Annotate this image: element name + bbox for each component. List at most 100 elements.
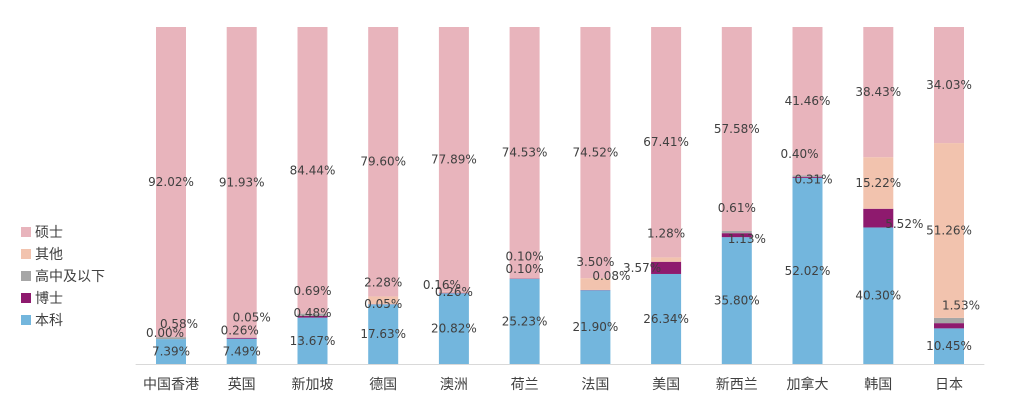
data-label: 7.49% xyxy=(223,344,261,358)
data-label: 57.58% xyxy=(714,122,760,136)
bar-segment xyxy=(226,27,257,338)
bar-segment xyxy=(156,339,186,364)
bar-segment xyxy=(580,27,611,279)
data-label: 0.40% xyxy=(780,147,818,161)
bar-segment xyxy=(651,27,682,258)
data-label: 0.31% xyxy=(794,172,832,186)
data-label: 0.05% xyxy=(233,311,271,325)
legend-label: 博士 xyxy=(35,290,63,307)
data-label: 74.53% xyxy=(502,146,548,160)
bar-segment xyxy=(863,227,894,364)
data-label: 67.41% xyxy=(643,135,689,149)
data-label: 10.45% xyxy=(926,339,972,353)
legend-label: 本科 xyxy=(35,313,63,329)
bar-segment xyxy=(792,177,823,364)
bar-segment xyxy=(156,337,186,340)
legend-label: 硕士 xyxy=(35,225,63,241)
data-label: 51.26% xyxy=(926,224,972,238)
bar-segment xyxy=(651,257,682,262)
data-label: 91.93% xyxy=(219,175,265,189)
data-label: 0.05% xyxy=(364,297,402,311)
data-label: 2.28% xyxy=(364,275,402,289)
data-label: 0.26% xyxy=(221,323,259,337)
bar-segment xyxy=(863,157,894,209)
bar-segment xyxy=(792,175,823,177)
bar-segment xyxy=(156,27,186,338)
data-label: 3.57% xyxy=(623,261,661,275)
data-label: 0.08% xyxy=(592,269,630,283)
bar-segment xyxy=(226,338,257,364)
data-label: 1.53% xyxy=(942,299,980,313)
legend-swatch xyxy=(21,227,31,237)
data-label: 3.50% xyxy=(576,255,614,269)
bar-segment xyxy=(438,292,469,294)
data-label: 26.34% xyxy=(643,312,689,326)
legend-swatch xyxy=(21,271,31,281)
bar-segment xyxy=(934,323,964,329)
data-label: 1.13% xyxy=(728,232,766,246)
bar-segment xyxy=(368,296,399,305)
data-label: 92.02% xyxy=(148,175,194,189)
bar-segment xyxy=(863,208,894,228)
bar-segment xyxy=(297,315,328,318)
legend-swatch xyxy=(21,249,31,259)
data-label: 79.60% xyxy=(360,155,406,169)
x-tick-label: 德国 xyxy=(369,377,397,393)
bar-segment xyxy=(721,237,752,364)
x-tick-label: 美国 xyxy=(652,377,680,393)
data-label: 15.22% xyxy=(855,176,901,190)
bar-segment xyxy=(297,313,328,316)
bar-segment xyxy=(438,293,469,364)
data-label: 0.48% xyxy=(293,306,331,320)
data-label: 17.63% xyxy=(360,327,406,341)
x-tick-label: 新西兰 xyxy=(716,377,758,393)
bar-segment xyxy=(721,27,752,231)
bar-segment xyxy=(934,27,964,144)
bar-segment xyxy=(651,273,682,364)
data-label: 74.52% xyxy=(573,146,619,160)
data-label: 84.44% xyxy=(290,163,336,177)
data-label: 13.67% xyxy=(290,334,336,348)
data-label: 0.69% xyxy=(293,284,331,298)
data-label: 35.80% xyxy=(714,294,760,308)
legend-swatch xyxy=(21,293,31,303)
legend-label: 其他 xyxy=(35,247,63,263)
x-tick-label: 法国 xyxy=(581,377,609,393)
bar-segment xyxy=(721,231,752,234)
data-label: 41.46% xyxy=(785,94,831,108)
x-axis: 中国香港 英国 新加坡 德国 澳洲 荷兰 法国 美国 新西兰 加拿大 韩国 日本 xyxy=(135,364,985,393)
x-tick-label: 中国香港 xyxy=(143,377,199,393)
data-label: 5.52% xyxy=(885,217,923,231)
data-label: 0.26% xyxy=(435,285,473,299)
data-label: 0.10% xyxy=(506,249,544,263)
x-tick-label: 加拿大 xyxy=(787,376,829,393)
bar-segment xyxy=(438,27,469,292)
data-label: 40.30% xyxy=(855,289,901,303)
bar-segment xyxy=(509,27,540,279)
data-label: 1.28% xyxy=(647,227,685,241)
x-tick-label: 新加坡 xyxy=(292,377,334,393)
x-tick-label: 荷兰 xyxy=(511,377,539,393)
data-label: 38.43% xyxy=(855,85,901,99)
bar-segment xyxy=(368,304,399,364)
x-tick-label: 韩国 xyxy=(864,377,892,393)
bar-segment xyxy=(580,290,611,364)
data-label: 0.58% xyxy=(160,317,198,331)
bar-segment xyxy=(226,337,257,339)
bar-segment xyxy=(580,278,611,290)
data-label: 25.23% xyxy=(502,315,548,329)
x-tick-label: 澳洲 xyxy=(440,377,468,393)
bar-segment xyxy=(297,317,328,364)
data-label: 52.02% xyxy=(785,264,831,278)
data-label: 77.89% xyxy=(431,152,477,166)
data-label: 0.61% xyxy=(718,201,756,215)
data-label: 34.03% xyxy=(926,78,972,92)
bars-layer xyxy=(156,27,964,364)
data-label: 21.90% xyxy=(573,320,619,334)
bar-segment xyxy=(509,278,540,364)
bar-segment xyxy=(934,328,964,364)
data-label: 0.16% xyxy=(423,278,461,292)
bar-segment xyxy=(792,27,823,176)
x-tick-label: 日本 xyxy=(935,377,963,393)
